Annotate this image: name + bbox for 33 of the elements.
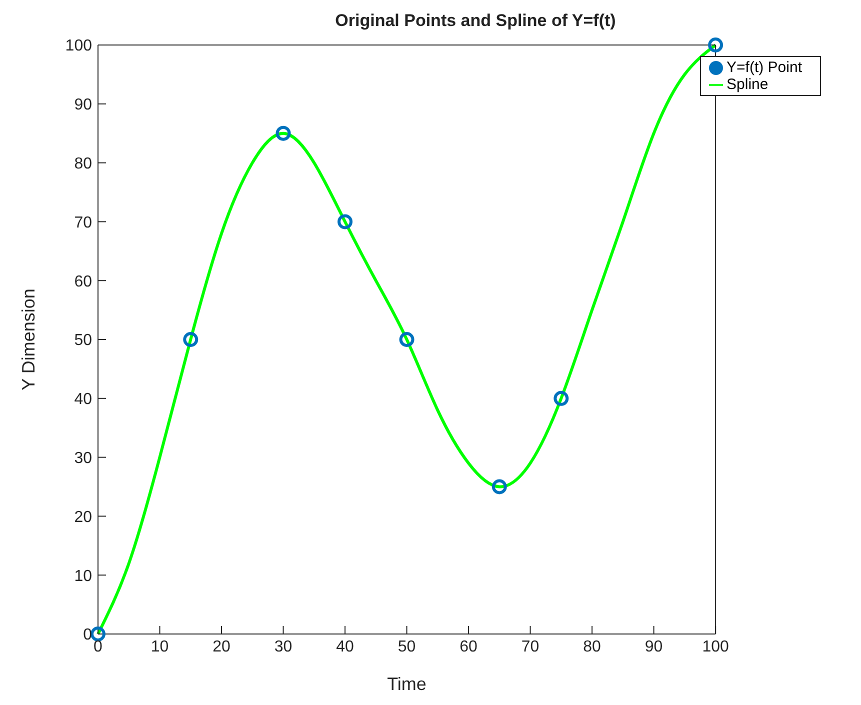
point (554, 390, 569, 406)
legend-label: Spline (726, 76, 768, 93)
y-tick-label: 90 (74, 96, 92, 114)
x-tick-label: 50 (398, 638, 416, 656)
point (708, 38, 724, 52)
x-tick-label: 10 (150, 638, 169, 656)
point (338, 214, 353, 230)
y-tick-label: 70 (74, 214, 92, 232)
x-tick-label: 40 (336, 638, 354, 656)
y-tick-label: 20 (74, 508, 92, 526)
x-tick-label: 100 (702, 638, 729, 656)
point (399, 332, 414, 347)
x-tick-label: 30 (274, 638, 292, 656)
y-tick-label: 10 (74, 568, 92, 585)
legend-label: Y=f(t) Point (726, 59, 802, 76)
y-tick-label: 100 (65, 38, 92, 55)
x-tick-label: 80 (583, 638, 602, 656)
y-tick-label: 40 (74, 391, 92, 408)
y-tick-label: 0 (83, 626, 92, 644)
y-axis-title: Y Dimension (18, 288, 38, 390)
y-tick-label: 50 (74, 332, 92, 350)
x-tick-label: 90 (644, 638, 663, 656)
y-tick-label: 30 (74, 450, 92, 467)
y-tick-label: 60 (74, 273, 92, 290)
point (492, 479, 507, 494)
y-tick-label: 80 (74, 155, 92, 172)
x-tick-label: 70 (521, 638, 540, 656)
point (183, 332, 198, 347)
x-axis-title: Time (387, 674, 426, 694)
point (276, 126, 291, 141)
x-tick-label: 20 (212, 638, 231, 656)
x-tick-label: 60 (460, 638, 478, 656)
chart-title: Original Points and Spline of Y=f(t) (334, 10, 617, 32)
